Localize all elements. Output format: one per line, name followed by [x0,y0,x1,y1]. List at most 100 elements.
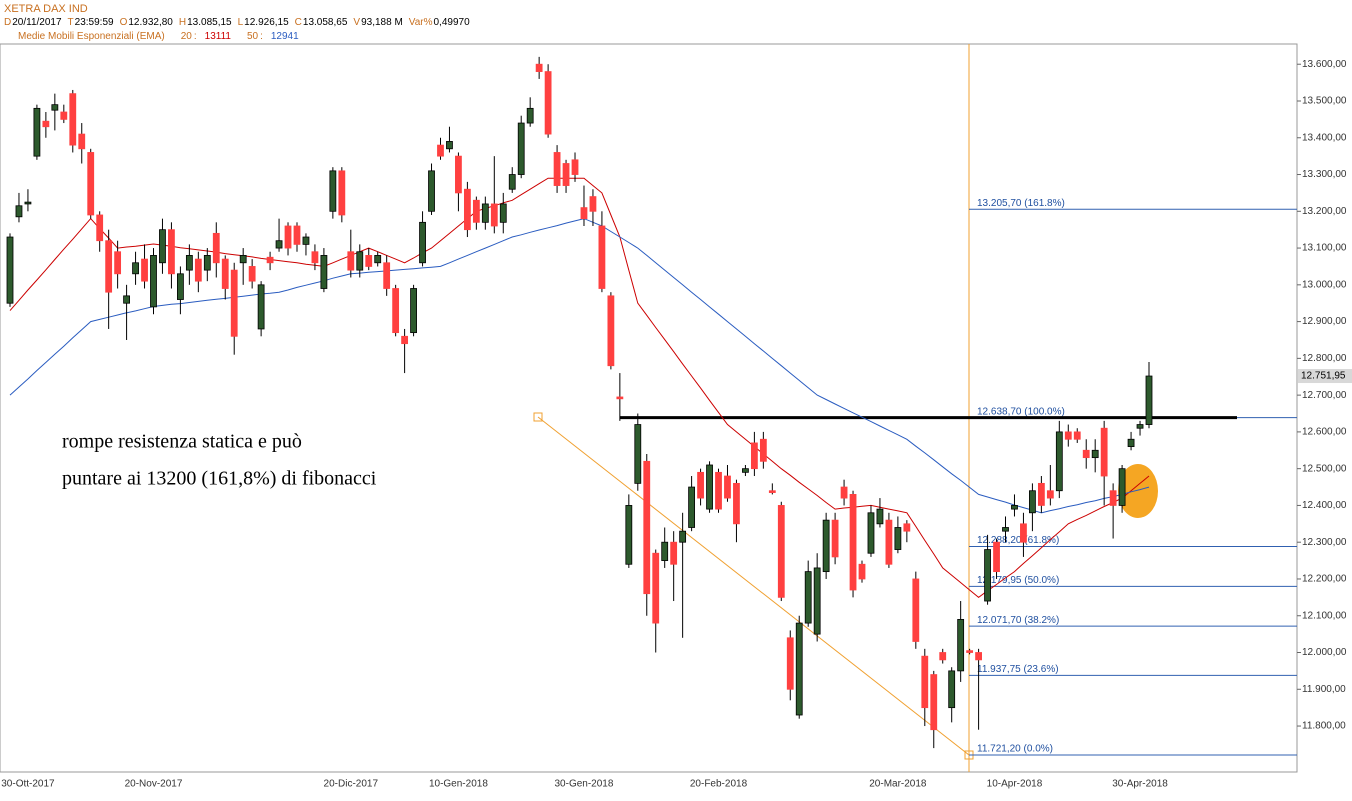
header-value: 13.058,65 [303,17,348,28]
y-tick-label: 12.400,00 [1302,500,1347,511]
highlight [1118,464,1158,518]
legend-sep: : [260,31,263,42]
y-tick-label: 12.000,00 [1302,647,1347,658]
candle-body [598,225,606,289]
header-value: 23:59:59 [75,17,114,28]
x-tick-label: 20-Dic-2017 [324,779,379,790]
legend-value: 12941 [271,31,299,42]
candle-body [966,650,974,653]
candle-body [6,236,14,304]
trendline [537,416,970,756]
candle-body [15,205,23,218]
candle-body [33,107,41,157]
candle-body [401,335,409,345]
candle-body [1118,468,1126,506]
candle-body [1002,527,1009,532]
candle-body [365,255,373,267]
candle-body [437,144,444,157]
x-tick-label: 30-Apr-2018 [1112,779,1168,790]
fib-label: 12.179,95 (50.0%) [977,575,1059,586]
candle-body [724,475,731,499]
candle-body [571,159,579,175]
y-tick-label: 13.200,00 [1302,206,1347,217]
candle-body [786,637,794,690]
candle-body [795,622,803,716]
header-key: H [179,17,186,28]
candle-body [616,396,624,400]
candle-body [1073,431,1081,440]
ema-line [9,218,1150,514]
y-tick-label: 13.000,00 [1302,279,1347,290]
ema-line [9,177,1150,599]
candle-body [688,486,696,528]
candle-body [302,236,310,245]
candle-body [948,670,956,709]
candle-body [338,170,346,216]
candle-body [194,258,202,282]
candle-body [168,229,175,275]
x-tick-label: 30-Ott-2017 [1,779,55,790]
candle-body [544,71,552,135]
candle-body [508,174,516,190]
candle-body [849,494,857,591]
header-value: 12.932,80 [128,17,173,28]
candle-body [1037,482,1045,506]
candle-body [150,255,157,308]
candle-body [742,468,749,473]
candle-body [356,251,364,271]
candle-body [589,196,597,212]
candle-body [87,152,95,216]
x-tick-label: 10-Apr-2018 [987,779,1043,790]
y-tick-label: 12.100,00 [1302,610,1347,621]
candle-body [1055,431,1063,492]
candle-body [177,273,184,300]
candle-body [697,471,704,499]
candle-body [607,295,615,367]
fib-label: 12.638,70 (100.0%) [977,406,1065,417]
candle-body [105,240,113,293]
header-value: 93,188 M [361,17,403,28]
candle-body [203,255,211,271]
candle-body [822,519,830,573]
candle-body [1091,449,1099,459]
x-tick-label: 20-Feb-2018 [690,779,748,790]
header-value: 13.085,15 [187,17,232,28]
fib-label: 11.721,20 (0.0%) [977,744,1053,755]
candle-body [715,471,722,510]
candle-body [221,258,229,289]
y-tick-label: 11.900,00 [1302,684,1346,695]
y-tick-label: 13.400,00 [1302,132,1347,143]
header-key: L [238,17,244,28]
candle-body [284,225,292,249]
candle-body [768,490,776,493]
indicator-name: Medie Mobili Esponenziali (EMA) [18,31,165,42]
candle-body [993,541,1000,573]
last-price-label: 12.751,95 [1301,371,1346,382]
candle-body [499,203,507,223]
candle-body [275,240,283,249]
header-key: C [295,17,302,28]
candle-body [329,170,337,212]
annotation: rompe resistenza statica e può [62,431,302,453]
candle-body [750,442,758,470]
fib-label: 12.288,20 (61.8%) [977,535,1059,546]
candle-body [643,460,651,595]
candle-body [553,152,561,186]
candle-body [455,155,462,194]
candle-body [652,552,660,624]
y-tick-label: 12.700,00 [1302,390,1347,401]
candle-body [562,163,570,186]
candle-body [24,201,32,205]
candle-body [1020,523,1027,543]
instrument-title: XETRA DAX IND [4,3,88,15]
legend-name: 20 [181,31,193,42]
x-tick-label: 10-Gen-2018 [429,779,488,790]
candle-body [1127,438,1135,448]
legend-value: 13111 [205,31,232,42]
candle-body [1136,424,1144,429]
candle-body [320,255,328,289]
y-tick-label: 13.100,00 [1302,243,1347,254]
candle-body [60,111,68,120]
y-tick-label: 12.500,00 [1302,463,1347,474]
